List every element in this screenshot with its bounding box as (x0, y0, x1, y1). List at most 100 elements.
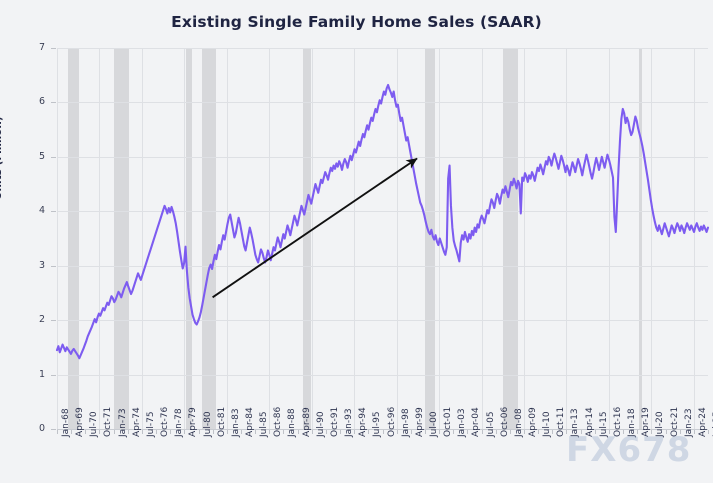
x-tick-mark (71, 430, 72, 434)
x-tick-mark (57, 430, 58, 434)
y-tick-mark (51, 374, 56, 376)
gridline-horizontal (57, 48, 708, 49)
x-tick-mark (397, 430, 398, 434)
x-tick-label: Jul-15 (599, 411, 609, 437)
x-tick-mark (439, 430, 440, 434)
y-tick-label: 6 (38, 96, 45, 108)
recession-band (202, 48, 216, 429)
gridline-vertical (57, 48, 58, 429)
x-tick-label: Oct-86 (273, 406, 283, 437)
x-tick-label: Apr-14 (585, 407, 595, 437)
chart-title: Existing Single Family Home Sales (SAAR) (171, 13, 542, 31)
x-tick-mark (637, 430, 638, 434)
x-tick-mark (566, 430, 567, 434)
x-tick-mark (467, 430, 468, 434)
x-tick-label: Jan-93 (344, 408, 354, 437)
x-tick-label: Oct-76 (160, 406, 170, 437)
y-tick-mark (51, 320, 56, 322)
x-tick-label: Jul-85 (259, 411, 269, 437)
gridline-vertical (397, 48, 398, 429)
x-tick-mark (708, 430, 709, 434)
x-axis-line (57, 429, 708, 430)
x-tick-label: Oct-01 (443, 406, 453, 437)
y-tick-mark (51, 211, 56, 213)
gridline-vertical (566, 48, 567, 429)
y-tick-label: 1 (38, 368, 45, 380)
y-tick-mark (51, 156, 56, 158)
recession-band (186, 48, 193, 429)
series-line-layer (55, 83, 710, 360)
trend-arrow-annotation (212, 157, 418, 299)
x-tick-mark (85, 430, 86, 434)
x-tick-mark (411, 430, 412, 434)
x-tick-mark (666, 430, 667, 434)
x-tick-mark (199, 430, 200, 434)
x-tick-label: Jul-90 (316, 411, 326, 437)
series-line-existing-home-sales (55, 83, 710, 360)
x-tick-label: Oct-06 (500, 406, 510, 437)
x-tick-label: Apr-04 (471, 407, 481, 437)
gridline-vertical (142, 48, 143, 429)
y-tick-label: 4 (38, 205, 45, 217)
x-tick-label: Jan-23 (684, 408, 694, 437)
x-tick-mark (581, 430, 582, 434)
x-tick-mark (524, 430, 525, 434)
x-tick-label: Oct-71 (103, 406, 113, 437)
gridline-vertical (651, 48, 652, 429)
x-tick-label: Apr-24 (698, 407, 708, 437)
recession-band (114, 48, 129, 429)
x-tick-mark (128, 430, 129, 434)
x-tick-mark (99, 430, 100, 434)
x-tick-label: Oct-21 (670, 406, 680, 437)
x-tick-label: Jan-88 (287, 408, 297, 437)
x-tick-label: Oct-11 (556, 406, 566, 437)
recession-band (68, 48, 80, 429)
x-tick-mark (255, 430, 256, 434)
gridline-vertical (312, 48, 313, 429)
gridline-vertical (269, 48, 270, 429)
y-tick-mark (51, 429, 56, 430)
x-tick-mark (538, 430, 539, 434)
plot-area (55, 48, 710, 430)
x-tick-label: Apr-94 (358, 407, 368, 437)
y-tick-label: 2 (38, 314, 45, 326)
x-tick-mark (241, 430, 242, 434)
x-tick-label: Jul-00 (429, 411, 439, 437)
x-tick-label: Apr-69 (75, 407, 85, 437)
x-tick-label: Apr-99 (415, 407, 425, 437)
x-tick-mark (170, 430, 171, 434)
x-tick-mark (354, 430, 355, 434)
x-tick-mark (156, 430, 157, 434)
x-tick-label: Jan-68 (61, 408, 71, 437)
x-tick-mark (694, 430, 695, 434)
x-tick-label: Jul-80 (203, 411, 213, 437)
x-tick-label: Oct-91 (330, 406, 340, 437)
x-tick-label: Jan-13 (570, 408, 580, 437)
x-tick-label: Apr-84 (245, 407, 255, 437)
y-tick-mark (51, 102, 56, 104)
x-tick-mark (595, 430, 596, 434)
x-tick-mark (368, 430, 369, 434)
gridline-vertical (694, 48, 695, 429)
gridline-horizontal (57, 102, 708, 104)
gridline-horizontal (57, 265, 708, 267)
x-tick-mark (482, 430, 483, 434)
x-tick-mark (680, 430, 681, 434)
y-tick-mark (51, 48, 56, 49)
x-tick-label: Jul-95 (372, 411, 382, 437)
x-tick-label: Jan-08 (514, 408, 524, 437)
x-tick-mark (312, 430, 313, 434)
x-tick-label: Jan-83 (231, 408, 241, 437)
x-tick-label: Jul-75 (146, 411, 156, 437)
x-tick-label: Apr-79 (188, 407, 198, 437)
x-tick-label: Oct-16 (613, 406, 623, 437)
x-tick-mark (496, 430, 497, 434)
gridline-horizontal (57, 320, 708, 322)
x-tick-mark (326, 430, 327, 434)
x-tick-mark (425, 430, 426, 434)
x-tick-label: Jan-98 (401, 408, 411, 437)
x-tick-mark (142, 430, 143, 434)
gridline-vertical (227, 48, 228, 429)
x-tick-label: Apr-89 (302, 407, 312, 437)
x-tick-mark (213, 430, 214, 434)
